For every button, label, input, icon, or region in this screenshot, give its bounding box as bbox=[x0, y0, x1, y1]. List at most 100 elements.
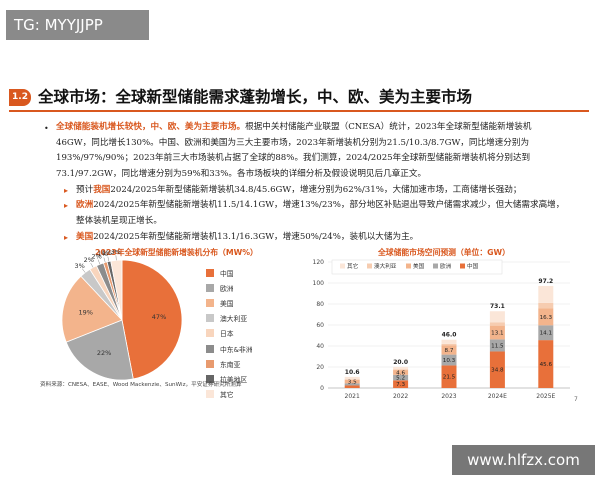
pie-leader-line bbox=[81, 268, 86, 273]
pie-slice-1 bbox=[65, 319, 134, 381]
pie-legend-item: 东南亚 bbox=[206, 356, 253, 371]
bar-value-label: 34.8 bbox=[491, 368, 504, 374]
paragraph-3: 欧洲2024/2025年新型储能新增装机11.5/14.1GW，增速13%/23… bbox=[76, 198, 564, 229]
bar-segment bbox=[344, 376, 360, 380]
bar-segment bbox=[344, 379, 360, 380]
bar-chart: 0 20 40 60 80 100 120 3.5 10.6 2021 7.35.24.6 20.0 2… bbox=[313, 259, 570, 400]
bar-segment bbox=[489, 311, 505, 323]
pie-leader-line bbox=[97, 259, 101, 265]
pie-legend-item: 澳大利亚 bbox=[206, 311, 253, 326]
paragraph-1: 全球储能装机增长较快，中、欧、美为主要市场。根据中关村储能产业联盟（CNESA）… bbox=[56, 120, 531, 182]
legend-label: 中东&非洲 bbox=[220, 345, 253, 354]
bar-value-label: 5.2 bbox=[396, 376, 405, 382]
watermark-bottom: www.hlfzx.com bbox=[452, 445, 595, 475]
legend-label: 其它 bbox=[220, 391, 234, 400]
bar-segment bbox=[489, 325, 505, 340]
p1-line3: 193%/97%/90%；2023年前三大市场装机占据了全球的88%。我们测算，… bbox=[56, 153, 531, 163]
legend-swatch bbox=[206, 298, 214, 307]
legend-swatch bbox=[206, 314, 214, 323]
bar-segment bbox=[538, 340, 554, 388]
p4-rest: 2024/2025年新型储能新增装机13.1/16.3GW，增速50%/24%，… bbox=[93, 232, 419, 242]
section-badge: 1.2 bbox=[9, 89, 31, 106]
bar-value-label: 21.5 bbox=[443, 375, 456, 381]
p1-line2: 46GW，同比增长130%。中国、欧洲和美国为三大主要市场，2023年新增装机分… bbox=[56, 137, 530, 148]
pie-legend-item: 中东&非洲 bbox=[206, 341, 253, 356]
bar-segment bbox=[538, 285, 554, 303]
bar-legend-label: 其它 bbox=[347, 262, 359, 270]
pie-label: 1% bbox=[102, 250, 112, 257]
bar-value-label: 16.3 bbox=[540, 315, 553, 321]
bar-legend-box bbox=[331, 259, 503, 275]
bar-segment bbox=[538, 302, 554, 309]
bar-total-label: 20.0 bbox=[393, 359, 408, 366]
bullet-dot: • bbox=[44, 124, 49, 133]
legend-label: 拉美地区 bbox=[220, 375, 248, 384]
pie-legend-item: 中国 bbox=[206, 265, 253, 280]
paragraph-4: 美国2024/2025年新型储能新增装机13.1/16.3GW，增速50%/24… bbox=[76, 230, 418, 246]
pie-chart: 47%22%19%3%2%2%1%1%3% bbox=[61, 250, 183, 381]
x-tick-label: 2025E bbox=[536, 393, 555, 400]
pie-label: 19% bbox=[78, 308, 92, 316]
bar-total-label: 73.1 bbox=[490, 303, 505, 310]
p2-highlight: 我国 bbox=[93, 185, 111, 195]
y-tick-label: 40 bbox=[316, 343, 324, 350]
legend-swatch bbox=[433, 263, 438, 269]
bar-legend-label: 美国 bbox=[413, 262, 425, 270]
bar-segment bbox=[538, 308, 554, 326]
bar-segment bbox=[538, 325, 554, 341]
legend-swatch bbox=[206, 374, 214, 383]
bar-value-label: 8.7 bbox=[445, 348, 454, 354]
bar-value-label: 45.6 bbox=[540, 362, 553, 368]
bar-segment bbox=[344, 385, 360, 388]
bullet-arrow: ▸ bbox=[64, 233, 69, 242]
title-underline bbox=[9, 110, 589, 112]
y-tick-label: 120 bbox=[313, 259, 325, 266]
section-title: 全球市场：全球新型储能需求蓬勃增长，中、欧、美为主要市场 bbox=[38, 87, 473, 106]
y-tick-label: 60 bbox=[316, 322, 324, 329]
pie-label: 22% bbox=[97, 349, 111, 357]
page-number: 7 bbox=[574, 396, 578, 403]
paragraph-2: 预计我国2024/2025年新型储能新增装机34.8/45.6GW，增速分别为6… bbox=[76, 183, 521, 199]
bar-segment bbox=[489, 351, 505, 388]
legend-swatch bbox=[206, 268, 214, 277]
pie-label: 1% bbox=[98, 250, 108, 258]
bar-legend-label: 欧洲 bbox=[440, 262, 452, 270]
y-tick-label: 100 bbox=[313, 280, 325, 287]
bar-segment bbox=[441, 343, 457, 346]
bar-value-label: 3.5 bbox=[348, 380, 357, 386]
legend-label: 中国 bbox=[220, 269, 234, 278]
p2-rest: 2024/2025年新型储能新增装机34.8/45.6GW，增速分别为62%/3… bbox=[110, 185, 522, 195]
bar-segment bbox=[441, 339, 457, 344]
pie-leader-line bbox=[107, 256, 110, 262]
legend-label: 欧洲 bbox=[220, 284, 234, 293]
bar-total-label: 97.2 bbox=[538, 278, 553, 285]
bar-chart-title: 全球储能市场空间预测（单位：GW） bbox=[378, 248, 510, 257]
legend-swatch bbox=[340, 263, 345, 269]
p1-line1: 根据中关村储能产业联盟（CNESA）统计，2023年全球新型储能新增装机 bbox=[245, 122, 532, 132]
x-tick-label: 2021 bbox=[345, 393, 360, 400]
bar-segment bbox=[393, 367, 409, 370]
pie-slice-8 bbox=[110, 259, 123, 321]
pie-legend-item: 美国 bbox=[206, 295, 253, 310]
pie-leader-line bbox=[90, 262, 94, 268]
bullet-arrow: ▸ bbox=[64, 186, 69, 195]
pie-chart-title: 2023年全球新型储能新增装机分布（MW%） bbox=[95, 248, 258, 257]
pie-label: 47% bbox=[152, 313, 166, 321]
pie-label: 3% bbox=[75, 262, 85, 270]
pie-legend-item: 其它 bbox=[206, 387, 253, 402]
bar-segment bbox=[393, 380, 409, 388]
bar-segment bbox=[441, 365, 457, 388]
legend-swatch bbox=[206, 359, 214, 368]
legend-label: 澳大利亚 bbox=[220, 315, 248, 324]
x-tick-label: 2023 bbox=[441, 393, 456, 400]
bar-segment bbox=[344, 383, 360, 386]
x-tick-label: 2022 bbox=[393, 393, 408, 400]
pie-slice-0 bbox=[121, 259, 183, 380]
legend-swatch bbox=[406, 263, 411, 269]
y-tick-label: 80 bbox=[316, 301, 324, 308]
bar-segment bbox=[441, 354, 457, 366]
bar-segment bbox=[393, 370, 409, 375]
p3-highlight: 欧洲 bbox=[76, 200, 94, 210]
bar-total-label: 46.0 bbox=[442, 332, 457, 339]
watermark-top: TG: MYYJJPP bbox=[6, 10, 149, 40]
